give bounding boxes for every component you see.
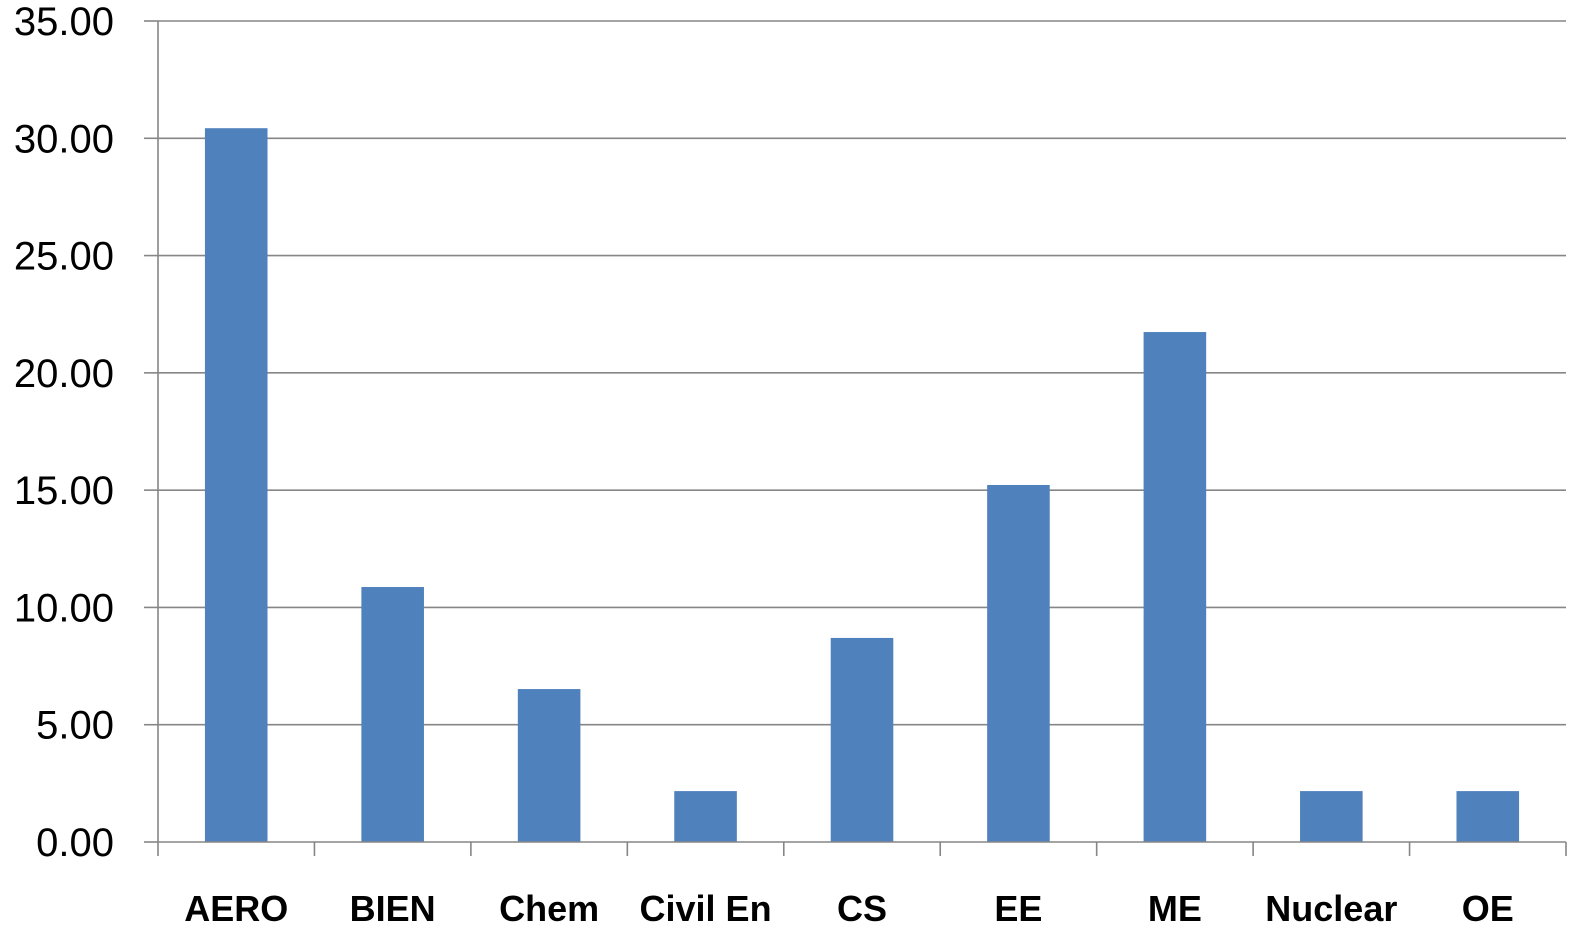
x-tick-labels: AERO BIEN Chem Civil En CS EE ME Nuclear OE: [184, 888, 1514, 929]
x-tick-label: OE: [1462, 888, 1514, 929]
bar-me: [1143, 332, 1207, 842]
bar-aero: [204, 128, 268, 842]
x-tick-label: Civil En: [640, 888, 772, 929]
y-tick-label: 15.00: [14, 469, 114, 513]
bar-nuclear: [1300, 791, 1363, 842]
x-tick-label: CS: [837, 888, 887, 929]
x-tick-label: Chem: [499, 888, 599, 929]
x-tick-label: AERO: [184, 888, 288, 929]
axes: [144, 20, 1567, 856]
y-tick-labels: 0.00 5.00 10.00 15.00 20.00 25.00 30.00 35.00: [14, 0, 114, 865]
y-tick-label: 10.00: [14, 586, 114, 630]
x-tick-label: BIEN: [350, 888, 436, 929]
bar-ee: [987, 484, 1050, 842]
bar-chem: [517, 689, 581, 842]
bar-oe: [1456, 791, 1520, 842]
bar-civil-en: [674, 791, 737, 842]
y-tick-label: 30.00: [14, 117, 114, 161]
x-tick-label: ME: [1148, 888, 1202, 929]
y-tick-label: 5.00: [36, 704, 114, 748]
y-tick-label: 0.00: [36, 821, 114, 865]
x-tick-label: EE: [994, 888, 1042, 929]
y-tick-label: 35.00: [14, 0, 114, 44]
x-tick-label: Nuclear: [1265, 888, 1397, 929]
y-tick-label: 20.00: [14, 352, 114, 396]
bar-bien: [361, 587, 424, 842]
bars: [204, 128, 1520, 842]
bar-cs: [830, 637, 894, 842]
y-tick-label: 25.00: [14, 235, 114, 279]
